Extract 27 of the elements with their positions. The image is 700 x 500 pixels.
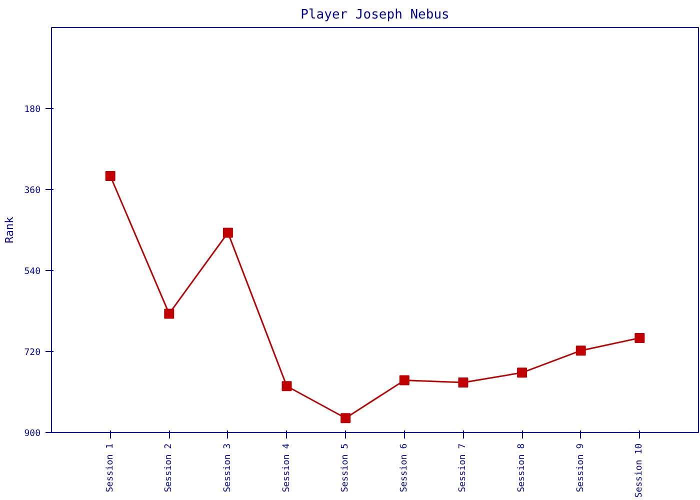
x-tick-label: Session 5 bbox=[340, 443, 351, 492]
point bbox=[164, 308, 174, 319]
point bbox=[517, 368, 528, 378]
y-tick-label: 720 bbox=[24, 348, 41, 358]
chart-title: Player Joseph Nebus bbox=[300, 8, 450, 22]
point bbox=[576, 346, 586, 356]
y-tick-label: 360 bbox=[24, 186, 41, 196]
y-tick-label: 540 bbox=[24, 267, 41, 277]
x-tick-label: Session 3 bbox=[222, 443, 233, 492]
x-tick-label: Session 6 bbox=[399, 443, 410, 492]
x-tick-label: Session 4 bbox=[282, 443, 292, 492]
point bbox=[282, 381, 292, 392]
x-tick-label: Session 10 bbox=[634, 443, 645, 498]
point bbox=[399, 375, 410, 386]
x-tick-label: Session 7 bbox=[458, 443, 468, 492]
x-tick-label: Session 9 bbox=[576, 443, 586, 492]
y-tick-label: 180 bbox=[24, 105, 41, 115]
point bbox=[222, 228, 233, 238]
y-tick-label: 900 bbox=[24, 429, 41, 439]
point bbox=[340, 413, 351, 424]
x-tick-label: Session 1 bbox=[105, 443, 116, 492]
x-tick-label: Session 2 bbox=[164, 443, 174, 492]
point bbox=[634, 333, 645, 343]
point bbox=[105, 171, 116, 181]
y-axis-title: Rank bbox=[3, 216, 16, 244]
x-tick-label: Session 8 bbox=[517, 443, 528, 492]
point bbox=[458, 378, 468, 388]
